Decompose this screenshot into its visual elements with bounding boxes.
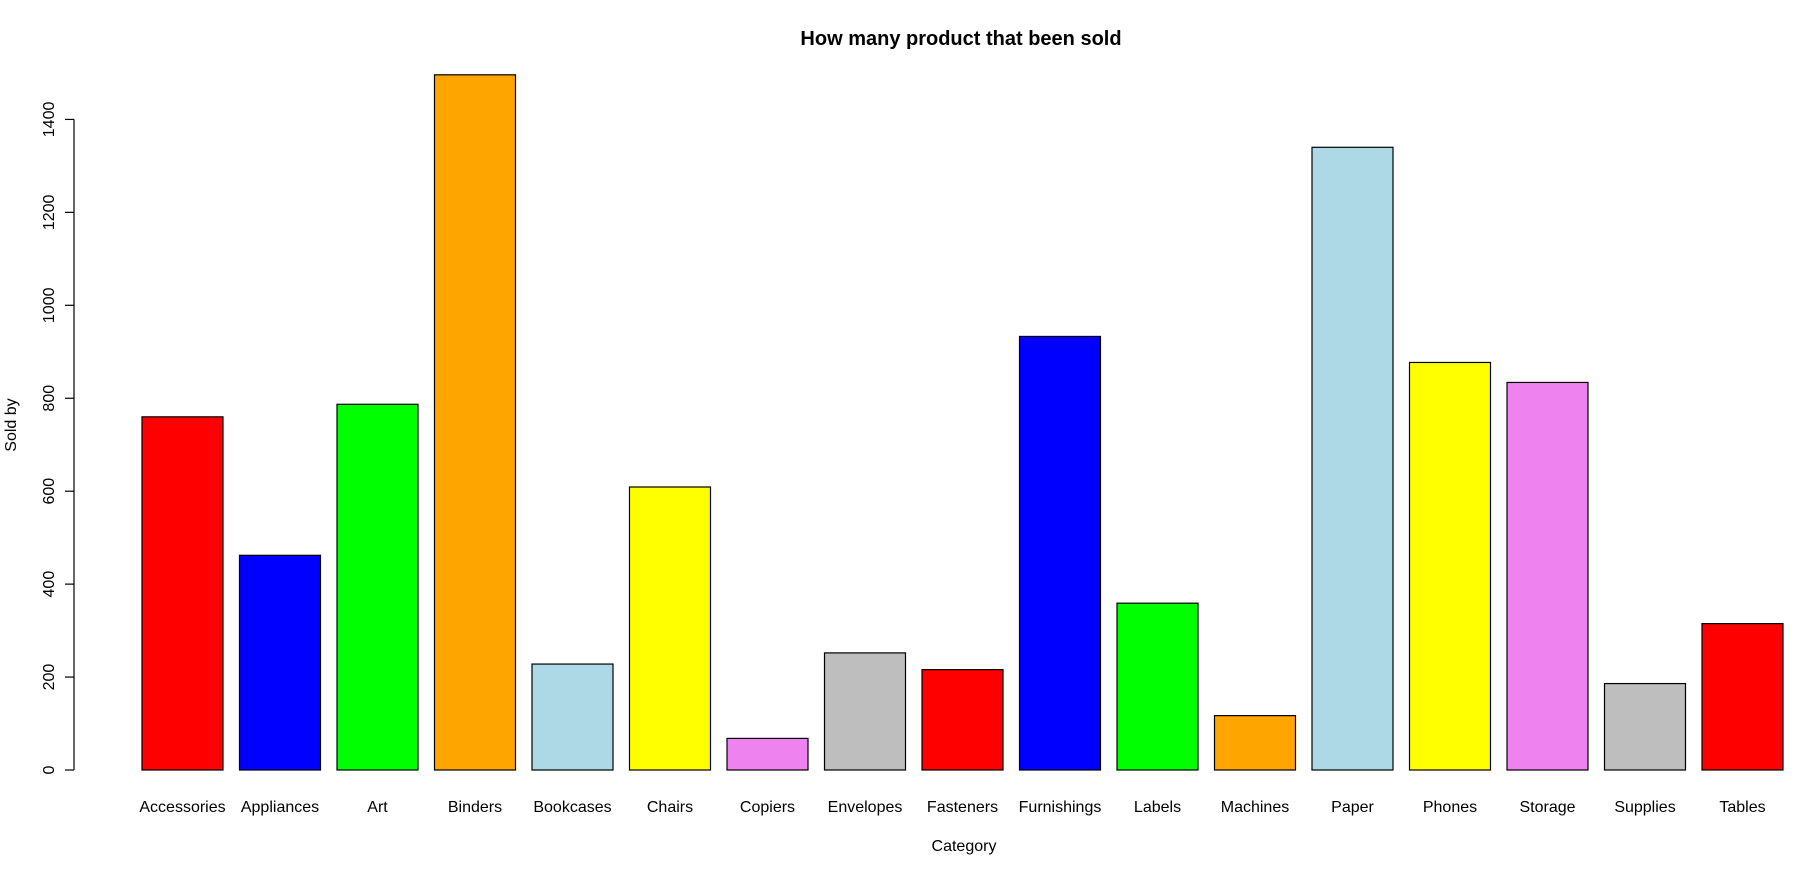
bar-bookcases [531, 663, 614, 771]
bar-phones [1408, 361, 1492, 771]
y-axis-title: Sold by [3, 398, 20, 451]
x-tick-label: Binders [448, 799, 502, 816]
y-tick-label: 1200 [41, 194, 58, 230]
bar-chairs [628, 486, 712, 771]
y-tick-label: 1000 [41, 287, 58, 323]
x-tick-label: Art [367, 799, 388, 816]
x-tick-label: Bookcases [533, 799, 611, 816]
x-tick-label: Storage [1519, 799, 1575, 816]
x-tick-label: Machines [1221, 799, 1289, 816]
bar-accessories [141, 416, 224, 771]
x-tick-label: Labels [1134, 799, 1181, 816]
y-tick-label: 1400 [41, 102, 58, 138]
chart-title: How many product that been sold [800, 28, 1121, 50]
bar-envelopes [823, 652, 907, 771]
y-tick-label: 0 [41, 765, 58, 774]
x-tick-label: Envelopes [828, 799, 903, 816]
bar-fasteners [921, 669, 1004, 771]
bar-binders [433, 74, 517, 771]
x-axis-title: Category [932, 838, 997, 855]
bar-storage [1506, 381, 1589, 771]
x-tick-label: Tables [1719, 799, 1765, 816]
bar-machines [1213, 715, 1297, 771]
x-tick-label: Paper [1331, 799, 1374, 816]
bar-labels [1116, 602, 1199, 771]
bar-paper [1311, 146, 1394, 771]
x-tick-label: Accessories [139, 799, 225, 816]
x-tick-label: Chairs [647, 799, 693, 816]
bar-appliances [238, 554, 322, 771]
y-tick-label: 800 [41, 385, 58, 412]
bar-furnishings [1018, 335, 1102, 771]
y-axis: 0 200 400 600 800 1000 1200 1400 [41, 102, 75, 774]
x-tick-label: Phones [1423, 799, 1477, 816]
x-tick-label: Supplies [1614, 799, 1675, 816]
bars [141, 74, 1784, 771]
x-axis-labels: Accessories Appliances Art Binders Bookcases… [139, 799, 1765, 816]
bar-art [336, 403, 419, 771]
y-tick-label: 200 [41, 664, 58, 691]
x-tick-label: Appliances [241, 799, 319, 816]
x-tick-label: Fasteners [927, 799, 998, 816]
x-tick-label: Furnishings [1019, 799, 1102, 816]
bar-supplies [1603, 682, 1687, 771]
bar-copiers [726, 737, 809, 771]
x-tick-label: Copiers [740, 799, 795, 816]
bar-tables [1701, 623, 1784, 771]
y-tick-label: 600 [41, 478, 58, 505]
y-tick-label: 400 [41, 571, 58, 598]
